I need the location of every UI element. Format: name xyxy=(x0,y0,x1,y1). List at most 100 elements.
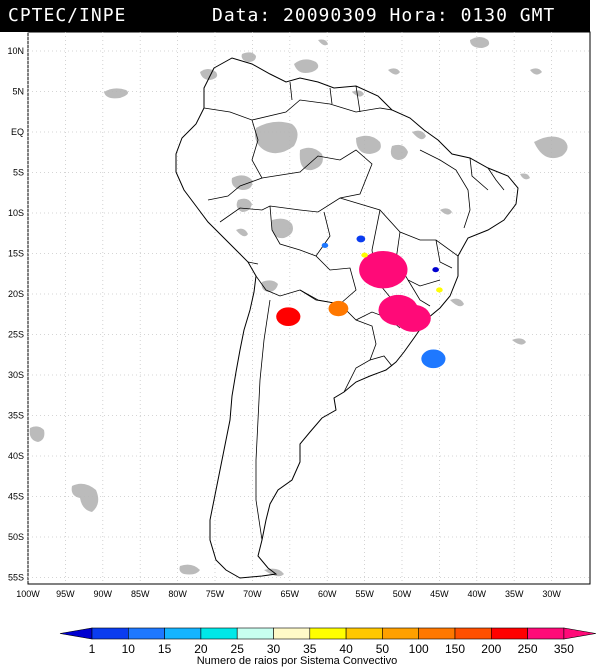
longitude-label: 55W xyxy=(355,589,374,599)
legend-swatch xyxy=(454,627,492,640)
legend-arrow-right xyxy=(563,627,596,640)
border-line xyxy=(369,355,393,367)
border-line xyxy=(299,289,377,393)
cloud-patch xyxy=(29,426,45,442)
cloud-patch xyxy=(318,39,328,46)
legend-label: 20 xyxy=(194,642,208,656)
lightning-cluster xyxy=(395,304,431,332)
cloud-patch xyxy=(534,136,568,159)
border-line xyxy=(339,197,459,257)
color-legend: 1 10 15 20 25 30 35 40 50 100 150 200 250 350 Numero … xyxy=(59,627,596,667)
legend-swatch xyxy=(309,627,347,640)
longitude-label: 45W xyxy=(430,589,449,599)
lat-lon-grid xyxy=(27,32,590,584)
legend-swatch xyxy=(382,627,419,640)
lightning-cluster xyxy=(436,287,443,293)
legend-title: Numero de raios por Sistema Convectivo xyxy=(197,655,398,667)
cloud-patch xyxy=(512,338,526,345)
cloud-patch xyxy=(241,52,256,62)
longitude-label: 95W xyxy=(56,589,75,599)
border-line xyxy=(251,99,393,121)
cloud-patch xyxy=(470,37,490,48)
cloud-patch xyxy=(71,483,99,512)
border-line xyxy=(469,157,505,191)
legend-swatch xyxy=(418,627,456,640)
legend-label: 250 xyxy=(518,642,538,656)
latitude-label: 15S xyxy=(8,249,24,259)
border-line xyxy=(203,107,263,201)
border-line xyxy=(419,149,471,229)
longitude-label: 90W xyxy=(94,589,113,599)
lightning-cluster xyxy=(361,252,368,258)
cloud-patch xyxy=(236,228,248,237)
legend-labels: 1 10 15 20 25 30 35 40 50 100 150 200 250 350 xyxy=(89,642,575,656)
cloud-patch xyxy=(104,88,128,99)
source-label: CPTEC/INPE xyxy=(8,5,127,26)
cloud-patch xyxy=(450,298,464,307)
legend-label: 10 xyxy=(122,642,136,656)
legend-swatch xyxy=(128,627,165,640)
legend-label: 1 xyxy=(89,642,96,656)
cloud-patch xyxy=(231,175,253,190)
legend-label: 25 xyxy=(231,642,245,656)
legend-label: 150 xyxy=(445,642,465,656)
legend-arrow-left xyxy=(59,627,93,640)
cloud-patch xyxy=(530,68,542,75)
lightning-cluster xyxy=(356,235,366,243)
legend-label: 30 xyxy=(267,642,281,656)
cloud-patch xyxy=(388,68,400,75)
longitude-label: 70W xyxy=(243,589,262,599)
longitude-label: 35W xyxy=(505,589,524,599)
latitude-label: 20S xyxy=(8,289,24,299)
latitude-label: 5S xyxy=(13,168,24,178)
border-line xyxy=(315,211,331,257)
cloud-patch xyxy=(412,130,426,140)
cloud-patch xyxy=(255,121,298,154)
border-line xyxy=(247,261,259,265)
lightning-map: 10N5NEQ5S10S15S20S25S30S35S40S45S50S55S … xyxy=(7,31,591,599)
lightning-cluster xyxy=(421,349,446,369)
legend-label: 40 xyxy=(339,642,353,656)
lightning-clusters xyxy=(276,235,446,369)
lightning-cluster xyxy=(432,267,439,273)
longitude-label: 60W xyxy=(318,589,337,599)
longitude-label: 65W xyxy=(281,589,300,599)
latitude-labels: 10N 5N EQ 5S 10S 15S 20S 25S 30S 35S 40S 45S 50S 55S xyxy=(7,46,24,583)
latitude-label: 45S xyxy=(8,492,24,502)
border-line xyxy=(219,149,373,223)
longitude-label: 50W xyxy=(393,589,412,599)
legend-label: 15 xyxy=(158,642,172,656)
legend-label: 100 xyxy=(409,642,429,656)
cloud-patch xyxy=(356,135,381,154)
legend-swatch xyxy=(236,627,274,640)
legend-swatch xyxy=(200,627,238,640)
border-line xyxy=(255,299,271,541)
lightning-cluster xyxy=(359,251,408,289)
border-line xyxy=(435,239,453,269)
map-header: CPTEC/INPE Data: 20090309 Hora: 0130 GMT xyxy=(0,0,590,32)
border-line xyxy=(407,279,431,307)
border-line xyxy=(289,81,361,113)
latitude-label: 40S xyxy=(8,451,24,461)
legend-swatch xyxy=(91,627,129,640)
lightning-cluster xyxy=(276,307,301,327)
cloud-patch xyxy=(352,90,364,97)
latitude-label: 25S xyxy=(8,330,24,340)
border-line xyxy=(255,275,301,297)
longitude-label: 100W xyxy=(16,589,40,599)
longitude-label: 30W xyxy=(542,589,561,599)
latitude-label: EQ xyxy=(11,127,24,137)
map-frame xyxy=(27,31,591,585)
legend-swatches xyxy=(59,627,596,640)
cloud-cover xyxy=(29,37,568,577)
latitude-label: 10N xyxy=(7,46,24,56)
cloud-patch xyxy=(179,564,200,575)
legend-label: 350 xyxy=(554,642,574,656)
cloud-patch xyxy=(520,173,530,180)
longitude-label: 75W xyxy=(206,589,225,599)
lightning-cluster xyxy=(321,242,329,248)
cloud-patch xyxy=(294,59,319,73)
latitude-label: 10S xyxy=(8,208,24,218)
legend-label: 200 xyxy=(481,642,501,656)
lightning-cluster xyxy=(328,300,349,317)
